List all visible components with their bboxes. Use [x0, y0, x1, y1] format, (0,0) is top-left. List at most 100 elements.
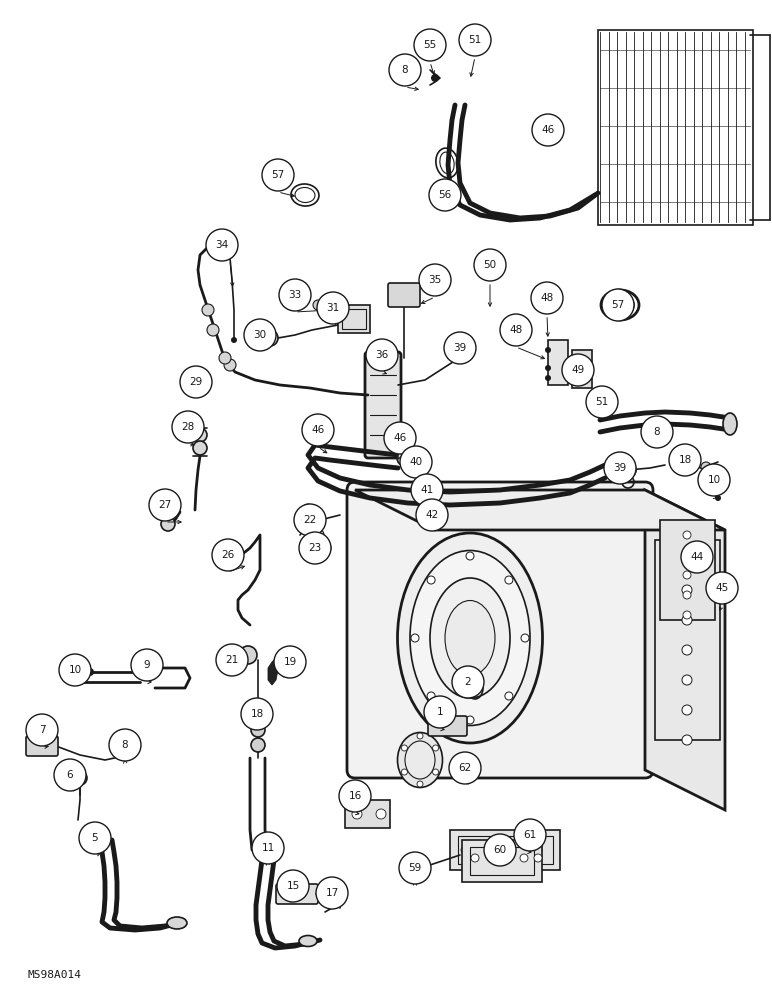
Text: 22: 22: [303, 515, 317, 525]
Circle shape: [682, 675, 692, 685]
Text: 39: 39: [614, 463, 627, 473]
Circle shape: [429, 179, 461, 211]
Circle shape: [319, 542, 331, 554]
Circle shape: [109, 729, 141, 761]
Circle shape: [706, 572, 738, 604]
Text: 17: 17: [325, 888, 339, 898]
Circle shape: [262, 330, 278, 346]
Text: 40: 40: [409, 457, 422, 467]
Text: 62: 62: [459, 763, 472, 773]
Bar: [458, 836, 553, 864]
Circle shape: [317, 292, 349, 324]
Circle shape: [224, 359, 236, 371]
Circle shape: [496, 846, 504, 854]
Text: 9: 9: [144, 660, 151, 670]
Circle shape: [620, 462, 636, 478]
Circle shape: [334, 891, 342, 899]
Bar: [470, 847, 534, 875]
Circle shape: [411, 474, 443, 506]
Circle shape: [604, 452, 636, 484]
Circle shape: [494, 854, 502, 862]
FancyBboxPatch shape: [26, 736, 58, 756]
Circle shape: [131, 649, 163, 681]
Circle shape: [484, 834, 516, 866]
Circle shape: [669, 444, 701, 476]
Bar: [655, 540, 720, 740]
Circle shape: [408, 461, 422, 475]
Ellipse shape: [398, 732, 442, 788]
Circle shape: [602, 289, 634, 321]
Circle shape: [531, 282, 563, 314]
Circle shape: [216, 644, 248, 676]
Text: 8: 8: [401, 65, 408, 75]
Circle shape: [427, 692, 435, 700]
Ellipse shape: [410, 550, 530, 726]
Bar: [338, 305, 370, 333]
Text: 48: 48: [510, 325, 523, 335]
FancyBboxPatch shape: [388, 283, 420, 307]
Text: 23: 23: [308, 543, 322, 553]
Circle shape: [172, 411, 204, 443]
Circle shape: [417, 781, 423, 787]
Circle shape: [419, 264, 451, 296]
Text: 34: 34: [215, 240, 229, 250]
Circle shape: [683, 531, 691, 539]
Text: 48: 48: [540, 293, 554, 303]
Text: 46: 46: [394, 433, 407, 443]
Ellipse shape: [398, 533, 543, 743]
Circle shape: [251, 723, 265, 737]
Text: 19: 19: [283, 657, 296, 667]
Circle shape: [26, 714, 58, 746]
Circle shape: [244, 319, 276, 351]
Circle shape: [274, 646, 306, 678]
Circle shape: [416, 499, 448, 531]
Text: 5: 5: [92, 833, 98, 843]
Text: 2: 2: [465, 677, 472, 687]
Polygon shape: [645, 490, 725, 810]
Circle shape: [682, 615, 692, 625]
Text: 29: 29: [189, 377, 202, 387]
Circle shape: [401, 769, 408, 775]
Circle shape: [206, 229, 238, 261]
Text: 31: 31: [327, 303, 340, 313]
Circle shape: [124, 742, 136, 754]
Text: 45: 45: [716, 583, 729, 593]
Circle shape: [231, 337, 237, 343]
Circle shape: [682, 555, 692, 565]
Text: 18: 18: [679, 455, 692, 465]
Text: 57: 57: [272, 170, 285, 180]
Circle shape: [316, 877, 348, 909]
Circle shape: [605, 403, 615, 413]
Bar: [462, 840, 542, 882]
Circle shape: [435, 511, 445, 521]
Text: 33: 33: [289, 290, 302, 300]
Circle shape: [682, 705, 692, 715]
Circle shape: [474, 249, 506, 281]
Polygon shape: [355, 490, 725, 530]
Circle shape: [251, 708, 265, 722]
Circle shape: [302, 504, 314, 516]
Text: 51: 51: [595, 397, 608, 407]
Circle shape: [193, 428, 207, 442]
Circle shape: [417, 733, 423, 739]
Circle shape: [54, 759, 86, 791]
Circle shape: [432, 745, 438, 751]
Circle shape: [456, 346, 468, 358]
Text: 49: 49: [571, 365, 584, 375]
Circle shape: [294, 504, 326, 536]
Circle shape: [432, 769, 438, 775]
FancyBboxPatch shape: [365, 352, 401, 458]
Circle shape: [212, 539, 244, 571]
Circle shape: [73, 771, 87, 785]
Text: 57: 57: [611, 300, 625, 310]
Circle shape: [279, 279, 311, 311]
Circle shape: [277, 870, 309, 902]
Text: 46: 46: [311, 425, 324, 435]
Bar: [548, 340, 568, 385]
Circle shape: [683, 571, 691, 579]
Text: 28: 28: [181, 422, 195, 432]
Circle shape: [86, 668, 94, 676]
Ellipse shape: [167, 917, 187, 929]
Ellipse shape: [445, 600, 495, 676]
FancyBboxPatch shape: [347, 482, 653, 778]
